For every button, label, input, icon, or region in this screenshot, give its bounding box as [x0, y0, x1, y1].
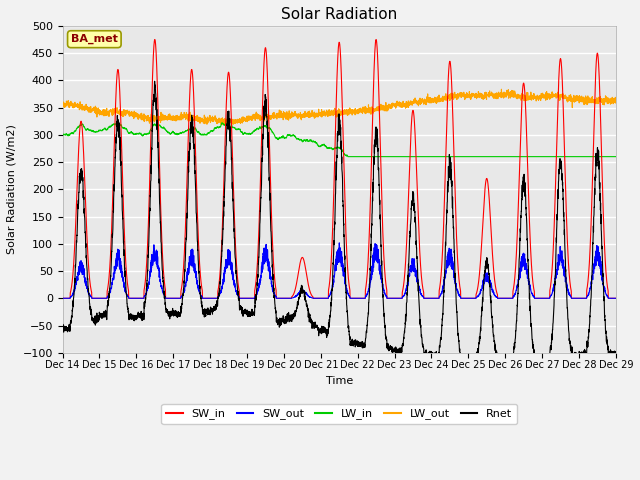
- Legend: SW_in, SW_out, LW_in, LW_out, Rnet: SW_in, SW_out, LW_in, LW_out, Rnet: [161, 404, 517, 424]
- X-axis label: Time: Time: [326, 376, 353, 386]
- Title: Solar Radiation: Solar Radiation: [281, 7, 397, 22]
- Text: BA_met: BA_met: [71, 34, 118, 44]
- Y-axis label: Solar Radiation (W/m2): Solar Radiation (W/m2): [7, 124, 17, 254]
